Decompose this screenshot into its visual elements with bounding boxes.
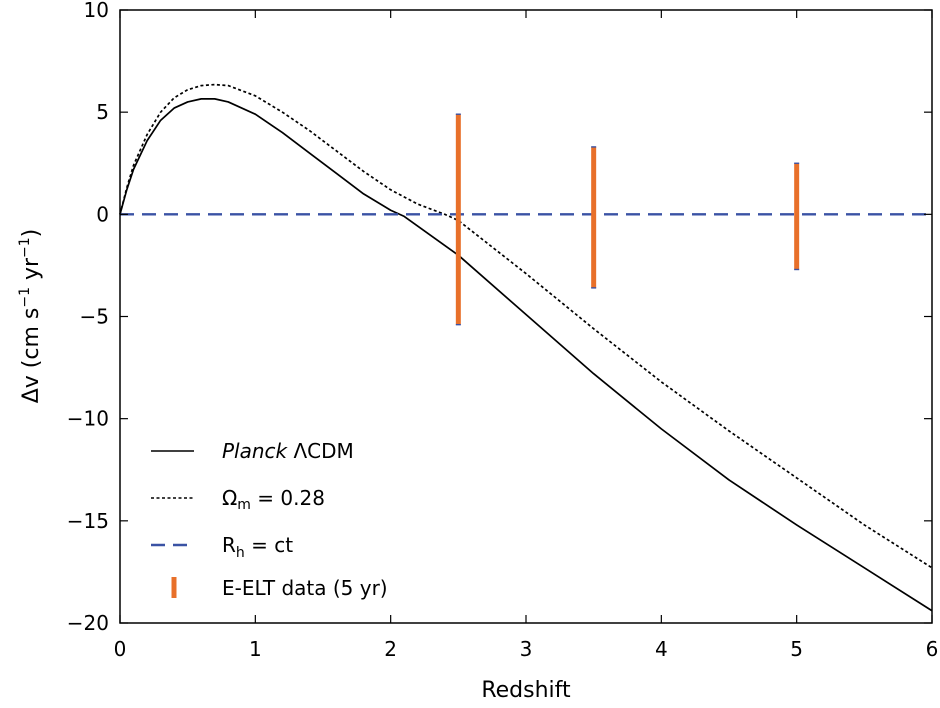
x-tick-label: 2 [384, 637, 397, 661]
legend-label-rh: Rh = ct [222, 533, 293, 561]
series-line-omega-m [119, 83, 933, 569]
y-axis-title: Δv (cm s−1 yr−1) [17, 229, 44, 404]
y-tick-label: −20 [67, 611, 109, 635]
errorbar-layer [455, 113, 800, 326]
y-tick-label: −5 [80, 305, 109, 329]
y-tick-label: 5 [96, 100, 109, 124]
x-tick-label: 5 [790, 637, 803, 661]
y-tick-label: 10 [84, 0, 109, 22]
x-tick-label: 1 [249, 637, 262, 661]
legend-label-omega: Ωm = 0.28 [222, 486, 325, 513]
legend-label-eelt: E-ELT data (5 yr) [222, 576, 388, 600]
y-tick-label: −10 [67, 407, 109, 431]
legend: Planck ΛCDM Ωm = 0.28 Rh = ct E-ELT data… [151, 439, 388, 600]
x-tick-label: 3 [520, 637, 533, 661]
legend-label-planck: Planck ΛCDM [222, 439, 354, 463]
x-tick-label: 4 [655, 637, 668, 661]
plot-frame [119, 9, 933, 624]
y-tick-label: −15 [67, 509, 109, 533]
x-tick-label: 6 [926, 637, 939, 661]
x-axis-title: Redshift [481, 678, 571, 703]
tick-layer: 0 1 2 3 4 5 6 10 5 0 −5 −10 −15 −20 [67, 0, 939, 661]
x-tick-label: 0 [114, 637, 127, 661]
series-layer [119, 83, 933, 612]
y-tick-label: 0 [96, 202, 109, 226]
series-line-planck-lcdm [119, 98, 933, 612]
